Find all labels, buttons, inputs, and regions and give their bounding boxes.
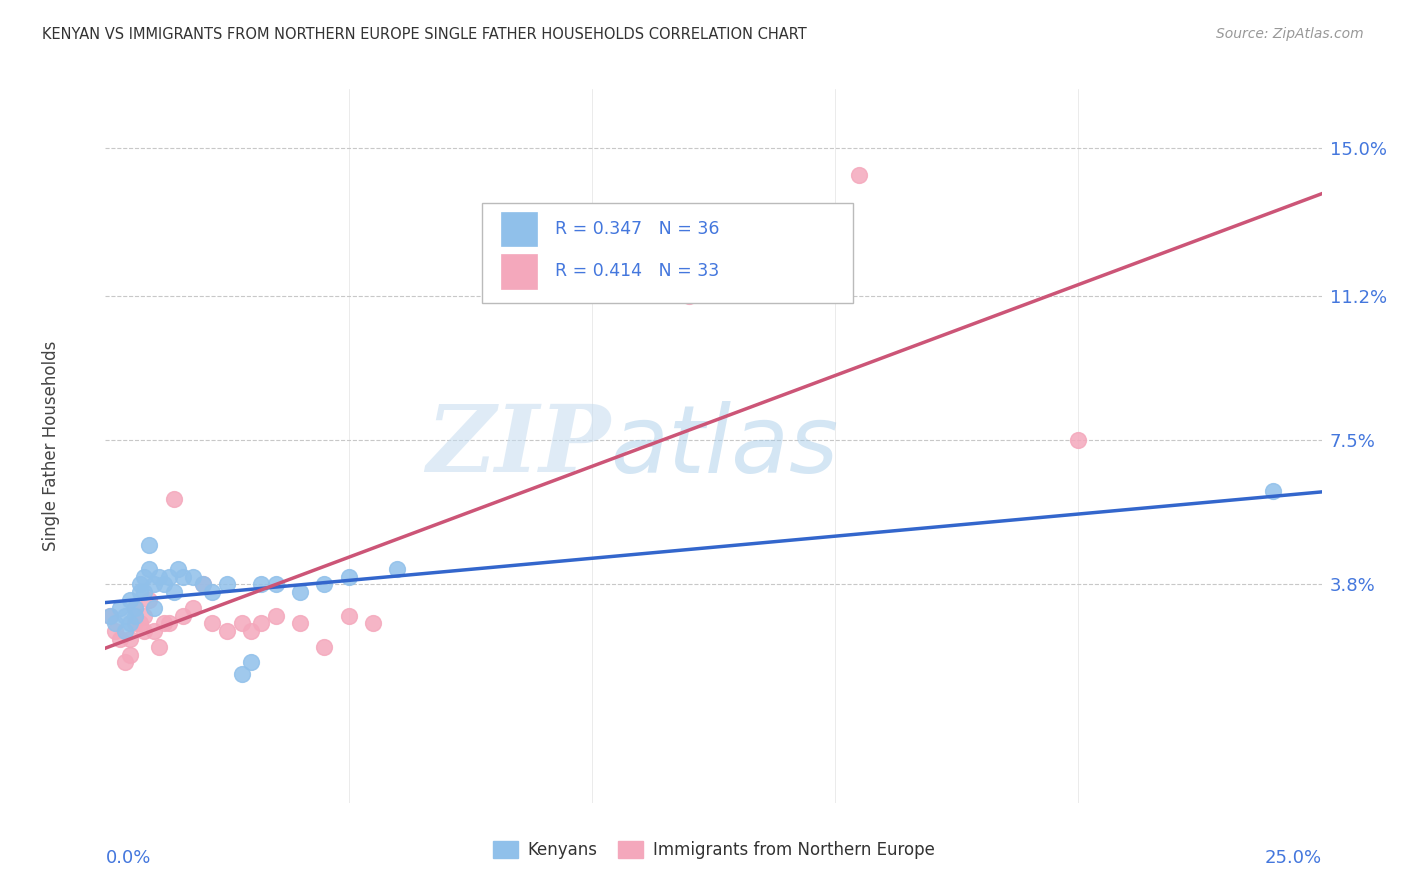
- Point: [181, 569, 204, 583]
- Point: [264, 608, 287, 623]
- Point: [337, 608, 360, 623]
- Point: [98, 608, 121, 623]
- Point: [181, 600, 204, 615]
- Point: [231, 616, 253, 631]
- Point: [124, 600, 146, 615]
- Point: [128, 616, 150, 631]
- Point: [104, 624, 127, 639]
- Point: [264, 577, 287, 591]
- FancyBboxPatch shape: [501, 254, 537, 289]
- Point: [134, 608, 156, 623]
- Point: [678, 289, 700, 303]
- Point: [231, 667, 253, 681]
- Text: R = 0.347   N = 36: R = 0.347 N = 36: [555, 219, 720, 238]
- Point: [124, 600, 146, 615]
- Point: [240, 656, 263, 670]
- Text: R = 0.414   N = 33: R = 0.414 N = 33: [555, 262, 720, 280]
- Point: [153, 616, 176, 631]
- Point: [138, 593, 160, 607]
- Point: [114, 608, 136, 623]
- Point: [361, 616, 384, 631]
- Point: [138, 538, 160, 552]
- Point: [217, 624, 239, 639]
- Legend: Kenyans, Immigrants from Northern Europe: Kenyans, Immigrants from Northern Europe: [486, 834, 941, 866]
- Point: [114, 656, 136, 670]
- Text: KENYAN VS IMMIGRANTS FROM NORTHERN EUROPE SINGLE FATHER HOUSEHOLDS CORRELATION C: KENYAN VS IMMIGRANTS FROM NORTHERN EUROP…: [42, 27, 807, 42]
- Point: [172, 569, 194, 583]
- Point: [134, 569, 156, 583]
- Text: 25.0%: 25.0%: [1264, 849, 1322, 867]
- Text: Source: ZipAtlas.com: Source: ZipAtlas.com: [1216, 27, 1364, 41]
- Point: [217, 577, 239, 591]
- Point: [104, 616, 127, 631]
- Point: [848, 168, 870, 182]
- Text: 0.0%: 0.0%: [105, 849, 150, 867]
- Point: [157, 616, 180, 631]
- Point: [1261, 483, 1284, 498]
- Point: [118, 648, 141, 662]
- Point: [108, 600, 131, 615]
- Point: [148, 569, 170, 583]
- Point: [201, 616, 224, 631]
- Point: [98, 608, 121, 623]
- Point: [108, 632, 131, 646]
- Point: [288, 585, 311, 599]
- FancyBboxPatch shape: [482, 203, 853, 303]
- Point: [314, 577, 336, 591]
- Point: [337, 569, 360, 583]
- FancyBboxPatch shape: [501, 211, 537, 246]
- Point: [314, 640, 336, 654]
- Point: [114, 624, 136, 639]
- Point: [128, 585, 150, 599]
- Point: [172, 608, 194, 623]
- Point: [167, 562, 190, 576]
- Point: [162, 585, 184, 599]
- Point: [134, 624, 156, 639]
- Point: [143, 624, 166, 639]
- Point: [124, 616, 146, 631]
- Point: [191, 577, 214, 591]
- Point: [191, 577, 214, 591]
- Point: [153, 577, 176, 591]
- Point: [250, 616, 273, 631]
- Point: [143, 600, 166, 615]
- Text: Single Father Households: Single Father Households: [42, 341, 59, 551]
- Point: [250, 577, 273, 591]
- Point: [118, 616, 141, 631]
- Point: [134, 585, 156, 599]
- Point: [124, 608, 146, 623]
- Point: [157, 569, 180, 583]
- Point: [148, 640, 170, 654]
- Point: [138, 562, 160, 576]
- Point: [1067, 433, 1090, 447]
- Point: [288, 616, 311, 631]
- Point: [143, 577, 166, 591]
- Text: atlas: atlas: [610, 401, 838, 491]
- Point: [201, 585, 224, 599]
- Point: [118, 632, 141, 646]
- Point: [387, 562, 409, 576]
- Point: [118, 593, 141, 607]
- Point: [128, 577, 150, 591]
- Point: [240, 624, 263, 639]
- Text: ZIP: ZIP: [426, 401, 610, 491]
- Point: [162, 491, 184, 506]
